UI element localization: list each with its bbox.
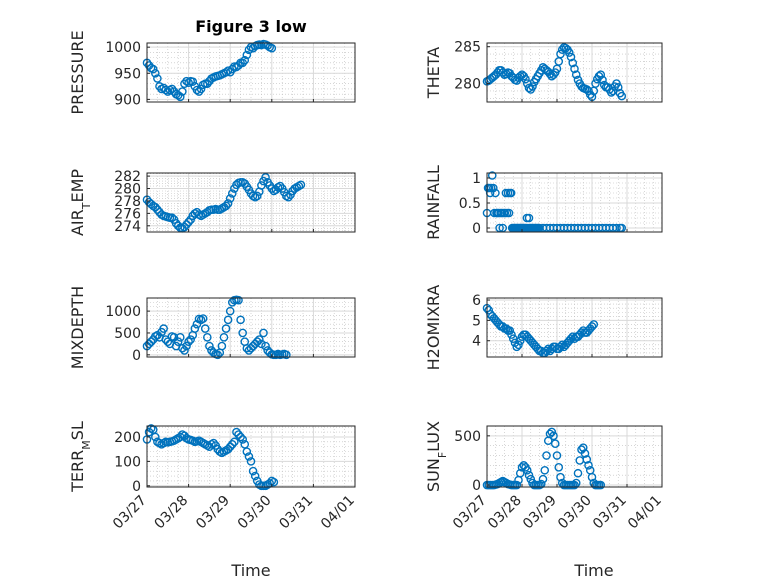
xlabel-right: Time [573,561,613,580]
subplot-mixdepth: 0 500 1000 MIXDEPTH [68,286,355,369]
y-tick-label: 0 [472,221,481,237]
y-axis-label: PRESSURE [68,30,87,114]
x-tick-label: 03/30 [235,493,275,533]
x-tick-label: 03/31 [590,493,630,533]
subplot-sun-flux: 0 500 03/2703/2803/2903/3003/3104/01 SUNFLU… [424,421,665,532]
y-tick-label: 500 [114,326,141,342]
y-tick-label: 200 [114,430,141,446]
x-tick-label: 04/01 [318,493,358,533]
y-tick-label: 100 [114,454,141,470]
x-tick-label: 03/29 [520,493,560,533]
y-tick-label: 1000 [105,304,141,320]
x-tick-label: 03/27 [110,493,150,533]
subplot-terr-msl: 0 100 200 03/27 03/28 03/29 03/30 03/31 04/01 TER… [68,421,358,532]
y-axis-label: THETA [424,47,443,99]
x-tick-label: 03/29 [193,493,233,533]
subplot-h2omixra: 4 5 6 H2OMIXRA [424,285,662,371]
y-axis-label: AIRTEMP [68,169,93,236]
y-axis-label: RAINFALL [424,165,443,240]
y-axis-label: SUNFLUX [424,421,449,492]
y-tick-label: 280 [454,77,481,93]
x-tick-label: 03/28 [485,493,525,533]
figure-title: Figure 3 low [195,17,307,36]
subplot-air-temp: 274276278280282AIRTEMP [68,169,355,236]
y-tick-label: 900 [114,92,141,108]
y-tick-label: 0.5 [459,196,481,212]
y-tick-label: 0 [132,348,141,364]
y-tick-label: 5 [472,313,481,329]
y-axis-label: MIXDEPTH [68,286,87,369]
subplot-theta: 280 285 THETA [424,40,662,102]
y-tick-label: 6 [472,293,481,309]
y-tick-label: 1 [472,171,481,187]
y-tick-label: 1000 [105,40,141,56]
subplot-pressure: 900 950 1000 PRESSURE [68,30,355,114]
figure-canvas: Figure 3 low 9009501000PRESSURE 280285THE… [0,0,778,583]
y-axis-label: TERRMSL [68,421,93,493]
x-tick-label: 03/28 [152,493,192,533]
y-axis-label: H2OMIXRA [424,285,443,371]
x-tick-label: 03/31 [276,493,316,533]
y-tick-label: 282 [114,169,141,185]
xlabel-left: Time [230,561,270,580]
x-tick-label: 03/27 [450,493,490,533]
x-tick-label: 03/30 [555,493,595,533]
axes-frame [147,173,355,232]
y-tick-label: 500 [454,429,481,445]
subplot-rainfall: 0 0.5 1 RAINFALL [424,165,662,240]
y-tick-label: 950 [114,66,141,82]
y-tick-label: 285 [454,40,481,56]
y-tick-label: 0 [132,479,141,495]
x-tick-label: 04/01 [625,493,665,533]
y-tick-label: 0 [472,478,481,494]
y-tick-label: 4 [472,334,481,350]
